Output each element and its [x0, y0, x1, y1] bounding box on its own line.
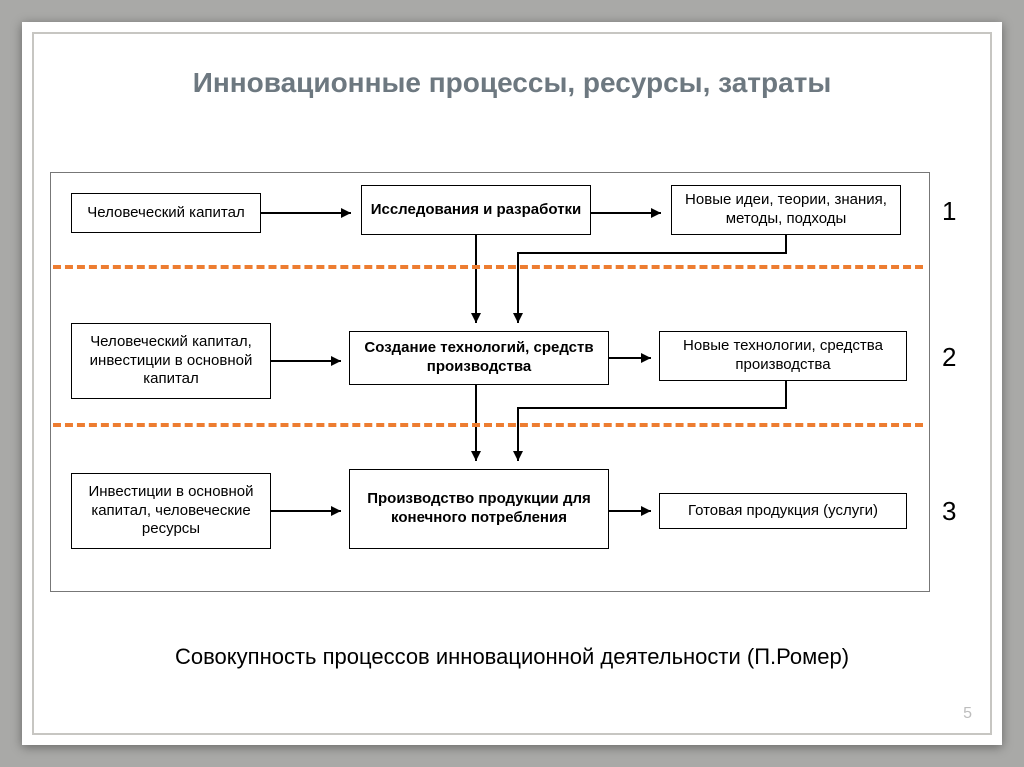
divider-1 — [53, 265, 923, 269]
row-label-2: 2 — [942, 342, 956, 373]
divider-2 — [53, 423, 923, 427]
slide-caption: Совокупность процессов инновационной дея… — [22, 644, 1002, 670]
arrow-4 — [518, 235, 786, 323]
node-row3-left: Инвестиции в основной капитал, человечес… — [71, 473, 271, 549]
node-row1-right: Новые идеи, теории, знания, методы, подх… — [671, 185, 901, 235]
node-row3-right: Готовая продукция (услуги) — [659, 493, 907, 529]
page-number: 5 — [963, 705, 972, 723]
row-label-1: 1 — [942, 196, 956, 227]
node-row1-left: Человеческий капитал — [71, 193, 261, 233]
node-row2-right: Новые технологии, средства производства — [659, 331, 907, 381]
node-row1-center: Исследования и разработки — [361, 185, 591, 235]
node-row3-center: Производство продукции для конечного пот… — [349, 469, 609, 549]
slide-title: Инновационные процессы, ресурсы, затраты — [22, 67, 1002, 99]
slide: Инновационные процессы, ресурсы, затраты… — [22, 22, 1002, 745]
flowchart-diagram: Человеческий капитал Исследования и разра… — [50, 172, 930, 592]
row-label-3: 3 — [942, 496, 956, 527]
node-row2-left: Человеческий капитал, инвестиции в основ… — [71, 323, 271, 399]
arrow-8 — [518, 381, 786, 461]
node-row2-center: Создание технологий, средств производств… — [349, 331, 609, 385]
